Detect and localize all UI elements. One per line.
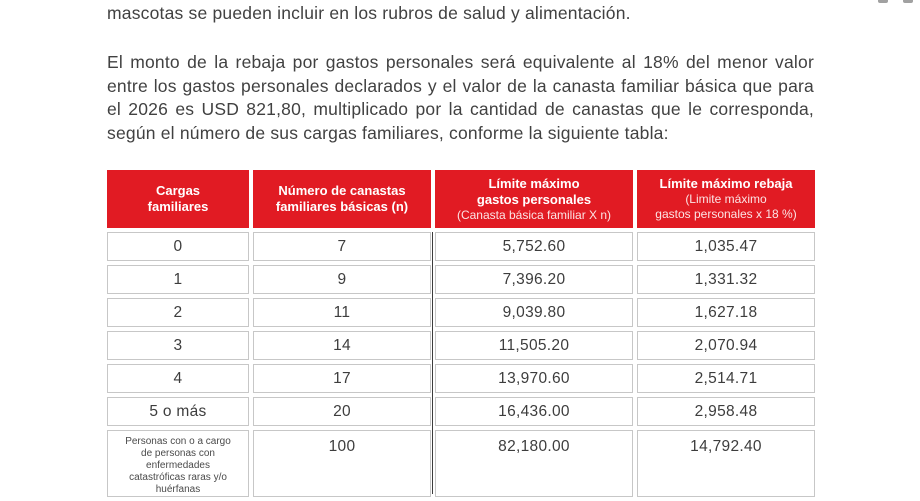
cell-numero-canastas: 7 (253, 232, 431, 261)
header-title: Límite máximo rebaja (659, 176, 793, 191)
table-row: 4 17 13,970.60 2,514.71 (107, 364, 815, 393)
cell-cargas-familiares: 4 (107, 364, 249, 393)
header-title: Cargas familiares (147, 183, 209, 214)
header-cargas-familiares: Cargas familiares (107, 170, 249, 228)
cell-cargas-familiares: Personas con o a cargo de personas con e… (107, 430, 249, 497)
table-row: 0 7 5,752.60 1,035.47 (107, 232, 815, 261)
table-row: 3 14 11,505.20 2,070.94 (107, 331, 815, 360)
cell-limite-gastos: 13,970.60 (435, 364, 633, 393)
cell-limite-gastos: 9,039.80 (435, 298, 633, 327)
cell-numero-canastas: 100 (253, 430, 431, 497)
header-numero-canastas: Número de canastas familiares básicas (n… (253, 170, 431, 228)
header-subtitle: (Limite máximo gastos personales x 18 %) (655, 192, 797, 221)
cell-limite-rebaja: 2,514.71 (637, 364, 815, 393)
cell-limite-rebaja: 1,331.32 (637, 265, 815, 294)
intro-line: mascotas se pueden incluir en los rubros… (107, 3, 631, 23)
cell-limite-gastos: 7,396.20 (435, 265, 633, 294)
table-row: Personas con o a cargo de personas con e… (107, 430, 815, 497)
column-divider-line (432, 232, 433, 494)
clipped-text-fragment (878, 0, 888, 3)
cell-limite-rebaja: 2,958.48 (637, 397, 815, 426)
header-row: Cargas familiares Número de canastas fam… (107, 170, 815, 228)
header-title: Límite máximo gastos personales (476, 175, 592, 207)
header-limite-rebaja: Límite máximo rebaja (Limite máximo gast… (637, 170, 815, 228)
cell-numero-canastas: 9 (253, 265, 431, 294)
cell-limite-rebaja: 14,792.40 (637, 430, 815, 497)
table-body: 0 7 5,752.60 1,035.47 1 9 7,396.20 1,331… (107, 232, 815, 497)
cell-numero-canastas: 17 (253, 364, 431, 393)
cell-numero-canastas: 14 (253, 331, 431, 360)
cell-limite-rebaja: 1,627.18 (637, 298, 815, 327)
table-row: 5 o más 20 16,436.00 2,958.48 (107, 397, 815, 426)
header-subtitle: (Canasta básica familiar X n) (456, 207, 612, 222)
cell-limite-rebaja: 1,035.47 (637, 232, 815, 261)
table-row: 2 11 9,039.80 1,627.18 (107, 298, 815, 327)
table-row: 1 9 7,396.20 1,331.32 (107, 265, 815, 294)
cell-limite-gastos: 5,752.60 (435, 232, 633, 261)
clipped-text-fragment (903, 0, 913, 3)
cell-cargas-familiares: 3 (107, 331, 249, 360)
header-limite-gastos: Límite máximo gastos personales (Canasta… (435, 170, 633, 228)
cell-limite-gastos: 11,505.20 (435, 331, 633, 360)
cell-limite-gastos: 16,436.00 (435, 397, 633, 426)
cell-limite-rebaja: 2,070.94 (637, 331, 815, 360)
gastos-personales-table: Cargas familiares Número de canastas fam… (103, 166, 819, 501)
cell-numero-canastas: 20 (253, 397, 431, 426)
cell-cargas-familiares: 5 o más (107, 397, 249, 426)
cell-cargas-familiares: 0 (107, 232, 249, 261)
table-header: Cargas familiares Número de canastas fam… (107, 170, 815, 228)
header-title: Número de canastas familiares básicas (n… (275, 183, 409, 214)
cell-cargas-familiares: 1 (107, 265, 249, 294)
cell-limite-gastos: 82,180.00 (435, 430, 633, 497)
body-paragraph: El monto de la rebaja por gastos persona… (107, 52, 814, 143)
cell-numero-canastas: 11 (253, 298, 431, 327)
cell-cargas-familiares: 2 (107, 298, 249, 327)
